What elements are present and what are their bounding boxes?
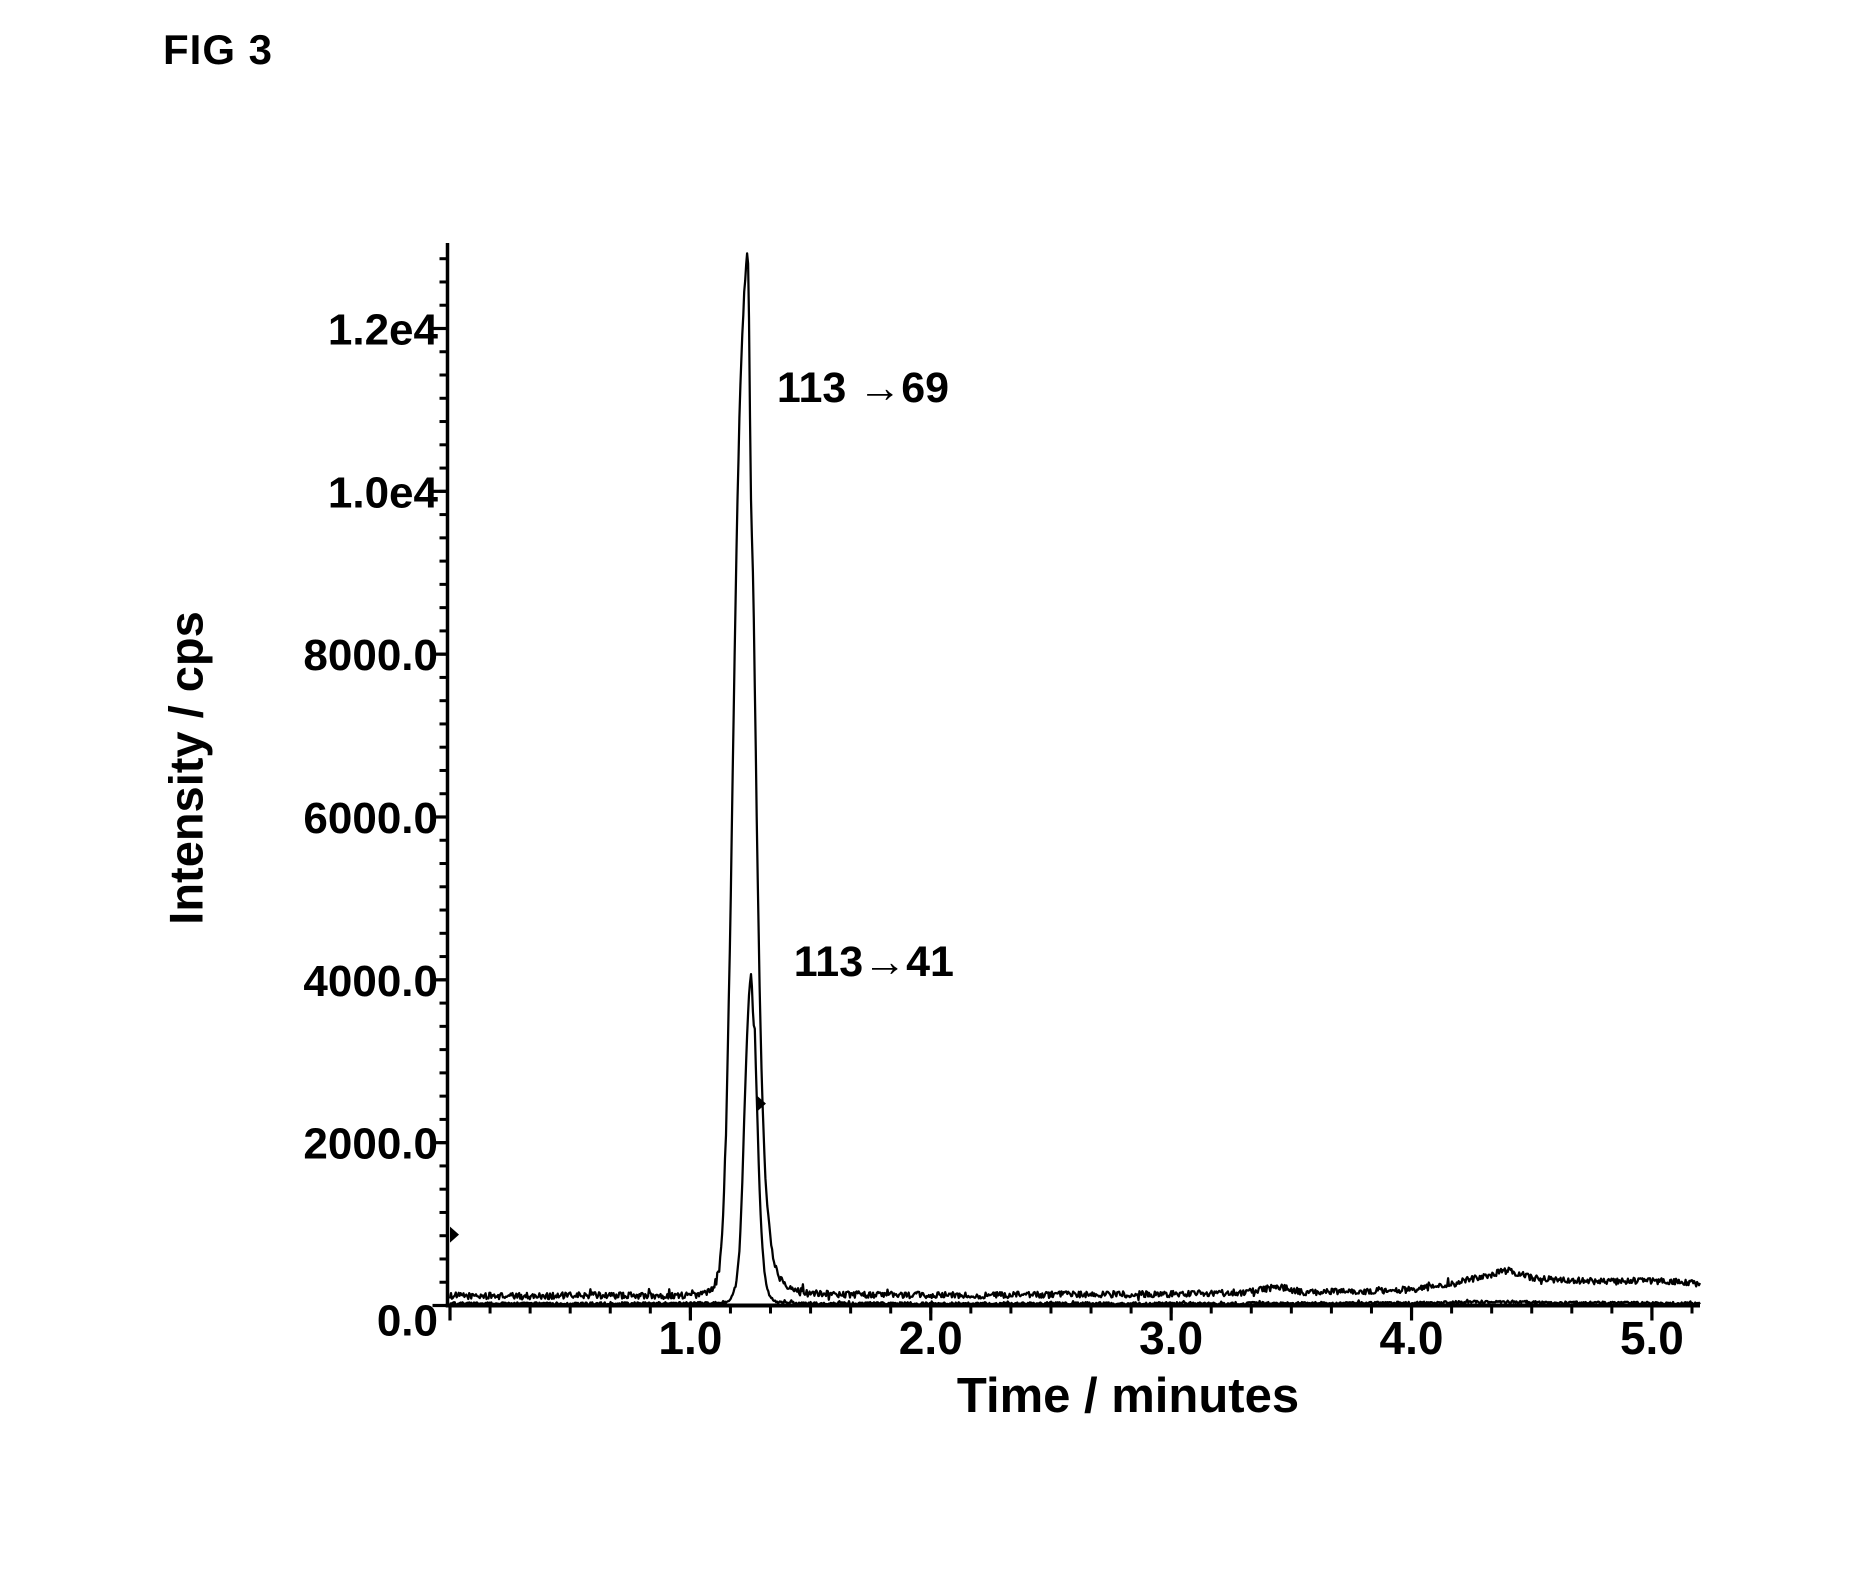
trace-113-69 [448, 252, 1702, 1302]
figure-label: FIG 3 [163, 26, 274, 73]
axis-marker [756, 1095, 766, 1112]
y-tick-label: 4000.0 [303, 957, 438, 1006]
y-tick-label: 6000.0 [303, 794, 438, 843]
y-tick-label: 2000.0 [303, 1120, 438, 1169]
peak-annotation: 113 →69 [777, 364, 949, 412]
x-tick-label: 2.0 [899, 1312, 963, 1364]
y-tick-label: 8000.0 [303, 631, 438, 680]
trace-113-41 [449, 972, 1701, 1307]
x-tick-label: 4.0 [1380, 1312, 1444, 1364]
peak-annotation: 113→41 [794, 938, 954, 986]
axis-marker [450, 1226, 459, 1243]
y-tick-label: 1.2e4 [328, 305, 439, 354]
y-tick-label: 0.0 [377, 1297, 438, 1346]
y-tick-label: 1.0e4 [328, 468, 439, 517]
x-axis-title: Time / minutes [956, 1369, 1300, 1423]
x-tick-label: 5.0 [1620, 1312, 1684, 1364]
y-axis-title: Intensity / cps [159, 611, 213, 925]
x-tick-label: 3.0 [1139, 1312, 1203, 1364]
x-tick-label: 1.0 [658, 1312, 722, 1364]
